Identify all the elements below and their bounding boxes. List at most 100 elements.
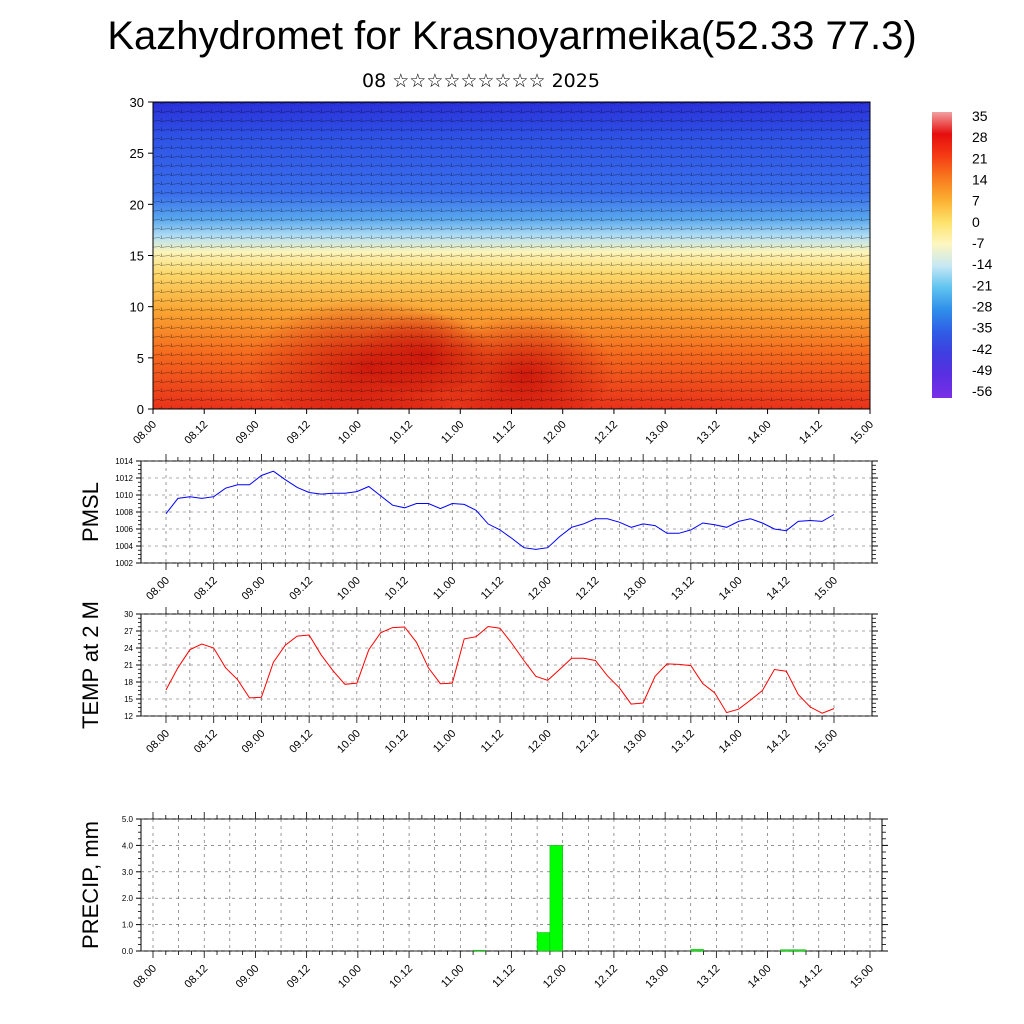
- x-tick-label: 13.12: [695, 419, 723, 447]
- chart-title: Kazhydromet for Krasnoyarmeika(52.33 77.…: [107, 14, 917, 58]
- x-tick-label: 11.00: [439, 963, 466, 990]
- x-tick-label: 09.00: [240, 575, 268, 603]
- x-tick-label: 12.12: [592, 963, 620, 991]
- y-tick-label: 1002: [115, 559, 133, 568]
- y-tick-label: 1014: [115, 457, 133, 466]
- series-line: [165, 625, 835, 714]
- x-tick-label: 09.12: [287, 575, 315, 603]
- x-tick-label: 15.00: [812, 728, 840, 756]
- x-tick-label: 14.12: [764, 575, 792, 603]
- x-tick-label: 13.12: [669, 575, 697, 603]
- x-tick-label: 11.12: [479, 575, 506, 602]
- x-tick-label: 08.12: [192, 575, 220, 603]
- y-tick-label: 1008: [115, 508, 133, 517]
- colorbar-label: 21: [972, 150, 988, 166]
- y-tick-label: 15: [130, 249, 144, 264]
- temp-panel: 12 15 18 21 24 27 30 08.00 08.12 09.00 09.12 10.00 1…: [78, 601, 878, 756]
- colorbar-label: -7: [972, 235, 985, 251]
- x-tick-label: 11.00: [431, 575, 458, 602]
- x-tick-label: 09.00: [240, 728, 268, 756]
- x-tick-label: 10.12: [383, 728, 411, 756]
- x-tick-label: 14.12: [764, 728, 792, 756]
- colorbar-label: 7: [972, 193, 980, 209]
- chart-subtitle: 08 ☆☆☆☆☆☆☆☆☆ 2025: [362, 70, 600, 92]
- x-tick-label: 15.00: [812, 575, 840, 603]
- x-tick-label: 09.00: [234, 419, 262, 447]
- x-tick-label: 10.00: [335, 728, 363, 756]
- y-tick-label: 2.0: [122, 894, 134, 903]
- y-tick-label: 4.0: [122, 841, 134, 850]
- colorbar-label: -21: [972, 277, 992, 293]
- y-tick-label: 0: [137, 402, 144, 417]
- x-tick-label: 14.00: [717, 575, 745, 603]
- y-tick-label: 5: [137, 351, 144, 366]
- x-tick-label: 14.12: [797, 419, 825, 447]
- x-tick-label: 10.00: [335, 575, 363, 603]
- x-tick-label: 12.00: [541, 963, 569, 991]
- y-tick-label: 1006: [115, 525, 133, 534]
- x-tick-label: 08.00: [144, 575, 172, 603]
- y-tick-label: 1004: [115, 542, 133, 551]
- x-tick-label: 08.12: [182, 963, 210, 991]
- x-tick-label: 11.00: [439, 419, 466, 446]
- y-tick-label: 5.0: [122, 815, 134, 824]
- y-tick-label: 15: [124, 695, 133, 704]
- x-tick-label: 14.00: [746, 963, 774, 991]
- colorbar-label: -42: [972, 341, 992, 357]
- wind-barbs: [153, 102, 870, 409]
- x-tick-label: 12.00: [526, 575, 554, 603]
- x-tick-label: 13.00: [621, 575, 649, 603]
- x-tick-label: 12.00: [526, 728, 554, 756]
- x-tick-label: 11.12: [479, 728, 506, 755]
- x-tick-label: 15.00: [848, 419, 876, 447]
- x-tick-label: 12.12: [592, 419, 620, 447]
- precip-bar: [536, 932, 551, 952]
- pmsl-panel: 1002 1004 1006 1008 1010 1012 1014 08.00 08.12 09…: [78, 454, 878, 603]
- x-tick-label: 10.12: [387, 419, 415, 447]
- x-tick-label: 12.12: [574, 575, 602, 603]
- x-tick-label: 09.00: [234, 963, 262, 991]
- y-tick-label: 21: [124, 661, 133, 670]
- precip-bar: [690, 949, 704, 952]
- y-axis-title: PRECIP, mm: [78, 821, 103, 949]
- x-tick-label: 08.12: [182, 419, 210, 447]
- precip-bar: [792, 949, 807, 952]
- x-tick-label: 11.12: [490, 419, 517, 446]
- precip-bar: [549, 845, 563, 952]
- x-tick-label: 12.12: [574, 728, 602, 756]
- precip-panel: 0.0 1.0 2.0 3.0 4.0 5.0 08.00 08.12 09.00 09.12 10…: [78, 812, 888, 991]
- x-tick-label: 10.00: [336, 419, 364, 447]
- x-tick-label: 08.00: [144, 728, 172, 756]
- heatmap-panel: 0 5 10 15 20 25 30 08.00 08.12 09.00 09.12 10.00 10.…: [130, 95, 877, 447]
- precip-bar: [780, 949, 794, 952]
- x-tick-label: 12.00: [541, 419, 569, 447]
- x-tick-label: 15.00: [848, 963, 876, 991]
- y-axis-title: TEMP at 2 M: [78, 601, 103, 729]
- colorbar-label: 28: [972, 129, 988, 145]
- y-tick-label: 24: [124, 644, 133, 653]
- y-tick-label: 12: [124, 712, 133, 721]
- y-tick-label: 30: [130, 95, 144, 110]
- x-tick-label: 11.12: [490, 963, 517, 990]
- x-tick-label: 11.00: [431, 728, 458, 755]
- x-tick-label: 10.00: [336, 963, 364, 991]
- colorbar-label: -49: [972, 362, 992, 378]
- y-tick-label: 25: [130, 146, 144, 161]
- x-tick-label: 13.00: [643, 419, 671, 447]
- x-tick-label: 10.12: [387, 963, 415, 991]
- colorbar-label: -35: [972, 320, 992, 336]
- x-tick-label: 14.00: [717, 728, 745, 756]
- x-tick-label: 10.12: [383, 575, 411, 603]
- x-tick-label: 14.00: [746, 419, 774, 447]
- colorbar-label: 0: [972, 214, 980, 230]
- colorbar-label: 35: [972, 108, 988, 124]
- x-tick-label: 09.12: [285, 419, 313, 447]
- colorbar-scale: [932, 112, 952, 398]
- y-tick-label: 0.0: [122, 947, 134, 956]
- y-tick-label: 10: [130, 300, 144, 315]
- colorbar-label: 14: [972, 172, 988, 188]
- x-tick-label: 08.12: [192, 728, 220, 756]
- precip-bar: [472, 949, 487, 952]
- y-tick-label: 1012: [115, 474, 133, 483]
